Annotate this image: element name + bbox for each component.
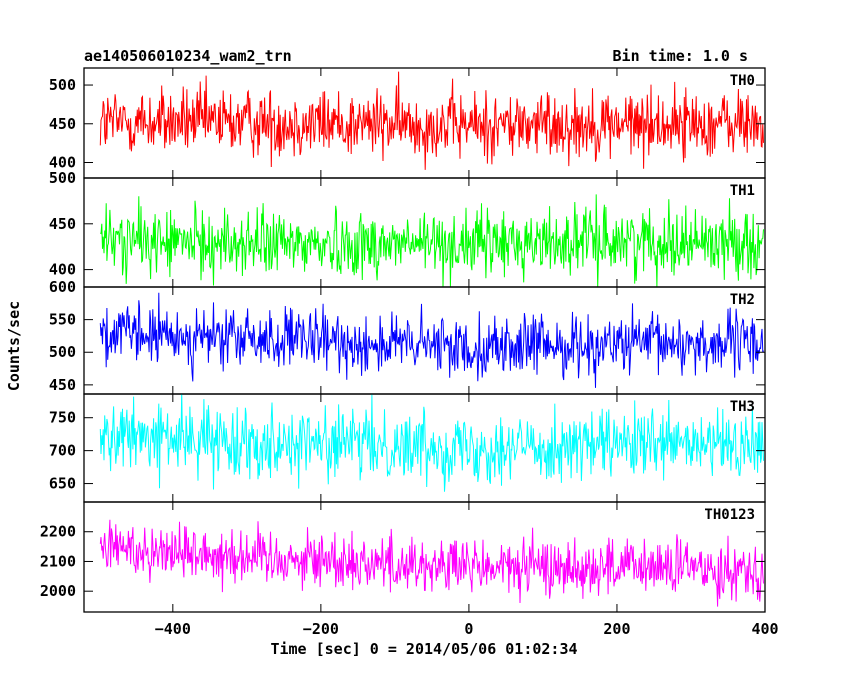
bin-time-label: Bin time: 1.0 s: [613, 47, 748, 65]
panels: 400 450 500 TH0 400 450 500 TH1 450 500 550 600 TH2 6…: [40, 67, 766, 613]
y-tick-label: 450: [49, 115, 76, 133]
y-tick-label: 2000: [40, 582, 76, 600]
y-tick-label: 400: [49, 154, 76, 172]
y-tick-label: 500: [49, 343, 76, 361]
y-tick-label: 400: [49, 261, 76, 279]
y-tick-label: 450: [49, 215, 76, 233]
panel-th3: 650 700 750 TH3: [49, 393, 766, 503]
x-tick-label: 0: [464, 620, 473, 638]
panel-th1: 400 450 500 TH1: [49, 169, 766, 288]
y-tick-label: 2200: [40, 523, 76, 541]
panel-th0123: 2000 2100 2200 TH0123: [40, 501, 766, 613]
series-line-th0123: [99, 519, 764, 607]
panel-label: TH0123: [704, 507, 755, 523]
x-axis-label: Time [sec] 0 = 2014/05/06 01:02:34: [270, 640, 577, 658]
series-line-th1: [99, 194, 764, 287]
y-tick-label: 650: [49, 475, 76, 493]
x-tick-label: −400: [155, 620, 191, 638]
y-tick-label: 500: [49, 76, 76, 94]
y-tick-label: 600: [49, 278, 76, 296]
panel-label: TH0: [730, 73, 755, 89]
panel-th2: 450 500 550 600 TH2: [49, 278, 766, 395]
chart-title: ae140506010234_wam2_trn: [84, 47, 292, 65]
x-axis: −400 −200 0 200 400: [155, 620, 779, 638]
panel-label: TH1: [730, 183, 755, 199]
panel-label: TH3: [730, 399, 755, 415]
y-tick-label: 450: [49, 376, 76, 394]
panel-frame: [83, 501, 766, 613]
y-axis-label: Counts/sec: [5, 301, 23, 391]
series-line-th2: [99, 292, 764, 388]
y-tick-label: 2100: [40, 552, 76, 570]
panel-label: TH2: [730, 292, 755, 308]
y-tick-label: 550: [49, 311, 76, 329]
x-tick-label: 200: [603, 620, 630, 638]
x-tick-label: 400: [751, 620, 778, 638]
series-line-th0: [99, 71, 764, 170]
series-line-th3: [99, 394, 764, 492]
y-tick-label: 700: [49, 442, 76, 460]
x-tick-label: −200: [303, 620, 339, 638]
panel-th0: 400 450 500 TH0: [49, 67, 766, 179]
y-tick-label: 500: [49, 169, 76, 187]
y-tick-label: 750: [49, 409, 76, 427]
